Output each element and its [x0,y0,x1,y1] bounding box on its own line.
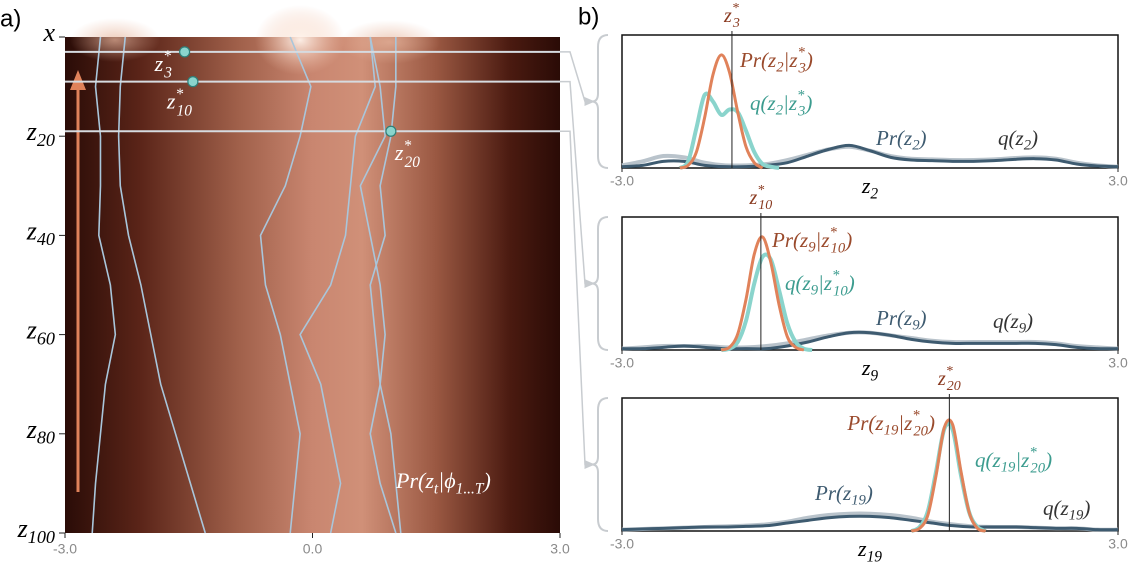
sample-label: z* 3 [154,48,173,81]
y-tick-label: z60 [26,316,55,349]
connector [560,130,595,469]
x-tick-label: -3.0 [610,173,634,189]
x-tick-label: 3.0 [1108,536,1128,552]
series-label: q(z9|z* 10) [785,268,855,300]
density-curve [720,235,805,352]
heatmap-label: Pr(zt|ϕ1...T) [395,468,491,497]
x-axis-label: z9 [861,355,879,384]
series-label: Pr(z19) [814,481,873,509]
sample-point [385,125,397,137]
series-label: q(z2|z* 3) [750,88,812,120]
trajectory [259,36,312,534]
plot-frame [621,34,1119,169]
sample-label: z* 10 [166,85,192,119]
density-curve [910,418,987,533]
brace [591,216,609,351]
trajectory [299,36,377,534]
sample-point [179,46,191,58]
trajectory [359,36,397,534]
brace [591,397,609,532]
y-tick-label: z40 [26,216,55,249]
density-curve [621,143,1119,169]
series-label: Pr(z9|z* 10) [771,225,852,257]
density-curve [621,330,1119,351]
x-axis-label: z19 [857,536,882,562]
series-label: q(z19|z* 20) [975,445,1052,477]
x-axis-label: z2 [861,173,879,202]
series-label: Pr(z9) [875,306,927,334]
x-tick-label: -3.0 [610,355,634,371]
direction-arrowhead [70,70,86,90]
heatmap-glow [70,18,160,62]
series-label: q(z19) [1043,496,1090,524]
y-tick-label: z80 [26,415,55,448]
brace [591,34,609,169]
x-tick-label: 0.0 [303,541,323,557]
density-curve [621,514,1119,532]
x-tick-label: 3.0 [1108,355,1128,371]
x-tick-label: -3.0 [53,541,77,557]
y-tick-label: z100 [17,514,55,547]
series-label: q(z2) [998,126,1038,154]
plot-frame [621,216,1119,351]
sample-point [187,76,199,88]
sample-marker-label: z* 10 [748,183,772,213]
panel-label: a) [0,5,21,32]
y-tick-label: x [42,18,55,47]
x-tick-label: -3.0 [610,536,634,552]
series-label: q(z9) [993,309,1033,337]
x-tick-label: 3.0 [1108,173,1128,189]
trajectory [91,36,117,534]
heatmap-glow [255,5,345,75]
density-curve [678,91,780,170]
connector [560,51,595,106]
sample-label: z* 20 [394,137,420,171]
heatmap-glow [340,20,440,64]
series-label: Pr(z19|z* 20) [846,408,935,440]
trajectory [369,37,402,534]
y-tick-label: z20 [26,117,55,150]
sample-marker-label: z* 20 [937,364,961,394]
heatmap [65,37,560,533]
series-label: Pr(z2) [875,126,927,154]
series-label: Pr(z2|z* 3) [739,45,813,77]
trajectory [117,36,207,534]
x-tick-label: 3.0 [550,541,570,557]
density-curve [679,53,764,170]
density-curve [720,252,813,352]
plot-frame [621,397,1119,532]
panel-label: b) [578,3,599,30]
sample-marker-label: z* 3 [723,1,740,31]
connector [560,80,595,288]
